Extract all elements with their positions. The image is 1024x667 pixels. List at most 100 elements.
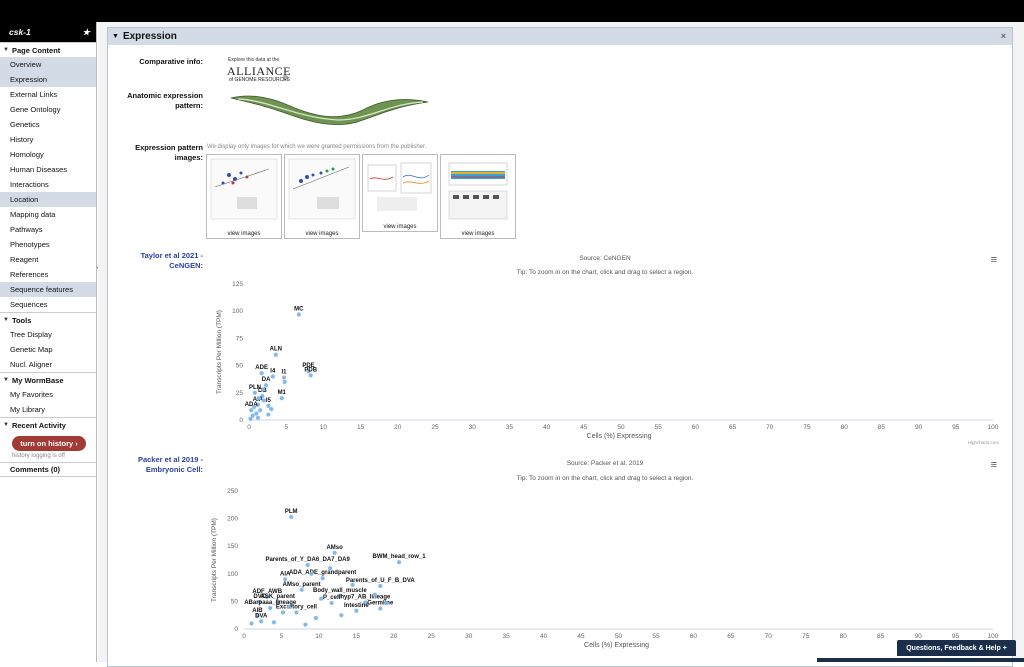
- sidebar-item-interactions[interactable]: Interactions: [10, 180, 49, 189]
- x-tick-label: 5: [280, 633, 284, 640]
- y-tick-label: 0: [239, 417, 243, 424]
- sidebar-item-nucl-aligner[interactable]: Nucl. Aligner: [10, 360, 53, 369]
- panel-title: Expression: [122, 31, 177, 42]
- sidebar-item-expression[interactable]: Expression: [0, 72, 96, 87]
- x-tick-label: 100: [988, 633, 999, 640]
- sidebar-collapse-handle[interactable]: ◂: [96, 265, 99, 271]
- x-tick-label: 60: [690, 633, 698, 640]
- scatter-point: [296, 312, 301, 317]
- point-label: DVC: [253, 594, 266, 600]
- view-images-link[interactable]: view images: [305, 231, 339, 237]
- sidebar-section-header[interactable]: ▼ Recent Activity: [0, 417, 96, 432]
- alliance-note: Explore this data at the: [228, 57, 280, 63]
- sidebar-section-label: Page Content: [11, 45, 61, 55]
- point-label: hyp7_AB_lineage: [340, 595, 391, 601]
- expression-image-thumbnail[interactable]: view images: [284, 154, 360, 239]
- sidebar-item-mapping-data[interactable]: Mapping data: [10, 210, 56, 219]
- view-images-link[interactable]: view images: [227, 231, 261, 237]
- cengen-section-label[interactable]: Taylor et al 2021 - CeNGEN:: [140, 251, 203, 270]
- expression-image-thumbnail[interactable]: view images: [440, 154, 516, 239]
- x-tick-label: 90: [914, 633, 922, 640]
- x-tick-label: 10: [315, 633, 323, 640]
- scatter-point: [261, 387, 266, 392]
- x-tick-label: 95: [952, 633, 960, 640]
- chart-menu-icon[interactable]: ≡: [990, 254, 997, 266]
- scatter-point: [289, 514, 294, 520]
- expression-image-thumbnail[interactable]: view images: [362, 154, 438, 232]
- scatter-point: [270, 374, 275, 379]
- x-tick-label: 0: [247, 424, 251, 431]
- point-label: AMso: [326, 545, 343, 551]
- sidebar-section-header[interactable]: ▼ My WormBase: [0, 372, 96, 387]
- sidebar-item-sequences[interactable]: Sequences: [10, 300, 48, 309]
- sidebar-item-tree-display[interactable]: Tree Display: [10, 330, 52, 339]
- scatter-point: [268, 605, 273, 611]
- section-triangle-icon: ▼: [3, 422, 9, 428]
- sidebar-item-sequence-features[interactable]: Sequence features: [0, 282, 96, 297]
- scatter-point: [266, 412, 271, 417]
- chart-svg: 0 5 10 15 20 25 30 35 40 45 50 55 60 65 70 75 80 85 90 95 10…: [216, 281, 999, 440]
- sidebar-section-header[interactable]: ▼ Page Content: [0, 42, 96, 57]
- favorite-star-icon[interactable]: ★: [82, 26, 90, 37]
- x-tick-label: 0: [242, 633, 246, 640]
- worm-anatomy-image[interactable]: [228, 92, 433, 128]
- x-tick-label: 35: [503, 633, 511, 640]
- scatter-point: [282, 379, 287, 385]
- sidebar-item-genetic-map[interactable]: Genetic Map: [10, 345, 53, 354]
- sidebar-item-genetics[interactable]: Genetics: [10, 120, 40, 129]
- y-tick-label: 125: [232, 281, 243, 288]
- sidebar-item-pathways[interactable]: Pathways: [10, 225, 43, 234]
- close-icon[interactable]: ×: [1000, 31, 1006, 41]
- scatter-point: [320, 576, 325, 581]
- alliance-logo[interactable]: ALLIANCE: [227, 64, 291, 78]
- chart-menu-icon[interactable]: ≡: [990, 459, 997, 471]
- packer-scatter-chart[interactable]: Source: Packer et al. 2019 Tip: To zoom …: [205, 459, 1005, 651]
- point-label: ABarpaaa_lineage: [244, 600, 297, 606]
- scatter-point: [329, 600, 334, 606]
- scatter-point: [309, 571, 314, 576]
- cengen-scatter-chart[interactable]: Source: CeNGEN Tip: To zoom in on the ch…: [205, 254, 1005, 450]
- sidebar-section-header[interactable]: ▼ Tools: [0, 312, 96, 327]
- sidebar-item-my-library[interactable]: My Library: [10, 405, 46, 414]
- view-images-link[interactable]: view images: [461, 231, 495, 237]
- sidebar-item-homology[interactable]: Homology: [10, 150, 44, 159]
- x-tick-label: 60: [692, 424, 700, 431]
- point-label: ADA: [245, 402, 259, 408]
- scatter-point: [275, 599, 280, 605]
- scatter-point: [308, 373, 313, 378]
- view-images-link[interactable]: view images: [383, 224, 417, 230]
- sidebar-item-reagent[interactable]: Reagent: [10, 255, 39, 264]
- scatter-point: [363, 600, 368, 605]
- comments-link[interactable]: Comments (0): [0, 462, 96, 477]
- sidebar-item-human-diseases[interactable]: Human Diseases: [10, 165, 68, 174]
- x-tick-label: 65: [727, 633, 735, 640]
- scatter-point: [265, 594, 270, 600]
- expression-image-thumbnail[interactable]: view images: [206, 154, 282, 239]
- scatter-point: [266, 403, 271, 408]
- questions-feedback-help-button[interactable]: Questions, Feedback & Help +: [897, 640, 1016, 656]
- sidebar-section-label: Tools: [11, 315, 32, 325]
- sidebar-item-references[interactable]: References: [10, 270, 49, 279]
- collapse-triangle-icon[interactable]: ▼: [112, 33, 119, 40]
- sidebar-item-overview[interactable]: Overview: [0, 57, 96, 72]
- sidebar-item-phenotypes[interactable]: Phenotypes: [10, 240, 50, 249]
- sidebar-item-my-favorites[interactable]: My Favorites: [10, 390, 53, 399]
- sidebar-item-location[interactable]: Location: [0, 192, 96, 207]
- scatter-point: [303, 622, 308, 627]
- scatter-point: [350, 582, 355, 587]
- turn-on-history-button[interactable]: turn on history ›: [12, 436, 86, 451]
- scatter-point: [260, 393, 265, 399]
- sidebar-item-gene-ontology[interactable]: Gene Ontology: [10, 105, 61, 114]
- scatter-point: [294, 610, 299, 615]
- scatter-point: [258, 408, 263, 413]
- x-axis-title: Cells (%) Expressing: [587, 433, 652, 440]
- panel-header[interactable]: ▼ Expression ×: [108, 28, 1012, 45]
- x-tick-label: 45: [580, 424, 588, 431]
- sidebar-item-external-links[interactable]: External Links: [10, 90, 58, 99]
- alliance-subtitle: of GENOME RESOURCES: [229, 77, 290, 83]
- sidebar-item-history[interactable]: History: [10, 135, 34, 144]
- packer-section-label[interactable]: Packer et al 2019 - Embryonic Cell:: [137, 455, 203, 474]
- point-label: BWM_head_row_1: [373, 554, 427, 560]
- external-link-icon[interactable]: ⧉: [283, 75, 288, 82]
- y-tick-label: 200: [227, 516, 238, 523]
